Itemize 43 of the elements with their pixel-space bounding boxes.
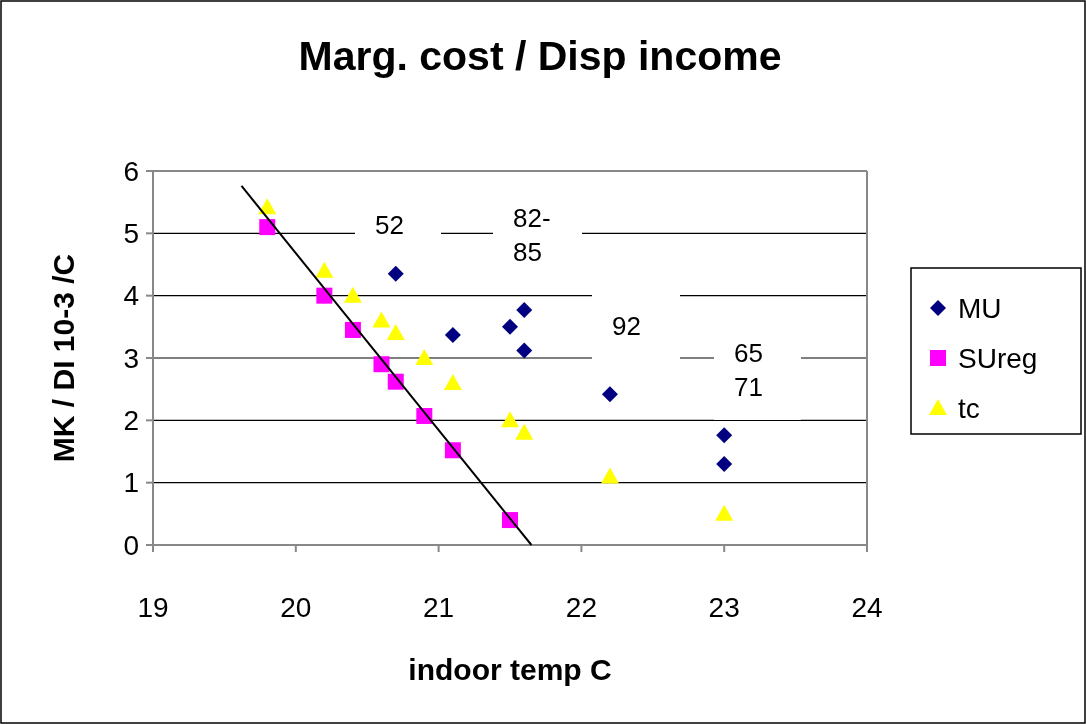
annotation: 65 71 bbox=[734, 338, 763, 402]
annotation: 82- 85 bbox=[513, 203, 551, 267]
y-tick-label: 1 bbox=[123, 467, 139, 499]
chart-title: Marg. cost / Disp income bbox=[298, 33, 782, 79]
point bbox=[715, 504, 734, 521]
y-tick-label: 3 bbox=[123, 342, 139, 374]
y-axis-title: MK / DI 10-3 /C bbox=[47, 253, 80, 463]
point bbox=[415, 349, 434, 365]
point bbox=[444, 326, 461, 343]
x-tick-label: 20 bbox=[280, 592, 312, 623]
annotation: 52 bbox=[375, 210, 404, 240]
point bbox=[387, 265, 404, 282]
annotation: 92 bbox=[612, 311, 641, 341]
point bbox=[502, 318, 518, 335]
y-tick-label: 4 bbox=[123, 280, 139, 312]
x-tick-label: 23 bbox=[708, 592, 740, 623]
point bbox=[600, 467, 619, 484]
point bbox=[386, 324, 405, 341]
x-tick-label: 24 bbox=[851, 592, 883, 623]
point bbox=[716, 427, 733, 444]
point bbox=[443, 373, 462, 390]
y-tick-label: 5 bbox=[123, 218, 139, 250]
point bbox=[501, 411, 519, 428]
x-axis-title: indoor temp C bbox=[408, 653, 612, 686]
x-tick-label: 19 bbox=[137, 592, 169, 623]
legend-label: tc bbox=[958, 392, 980, 424]
point bbox=[516, 302, 533, 318]
x-tick-label: 22 bbox=[565, 592, 597, 623]
y-tick-label: 2 bbox=[123, 405, 139, 437]
x-tick-label: 21 bbox=[423, 592, 455, 623]
point bbox=[259, 219, 276, 236]
legend-label: SUreg bbox=[958, 342, 1038, 374]
y-tick-label: 6 bbox=[123, 155, 139, 187]
point bbox=[515, 423, 534, 440]
point bbox=[258, 198, 277, 215]
point bbox=[601, 386, 618, 403]
point bbox=[343, 286, 362, 303]
y-tick-label: 0 bbox=[123, 529, 139, 561]
point bbox=[315, 261, 334, 278]
point bbox=[716, 455, 733, 472]
point bbox=[516, 342, 533, 359]
point bbox=[372, 311, 391, 328]
legend-label: MU bbox=[958, 292, 1002, 324]
